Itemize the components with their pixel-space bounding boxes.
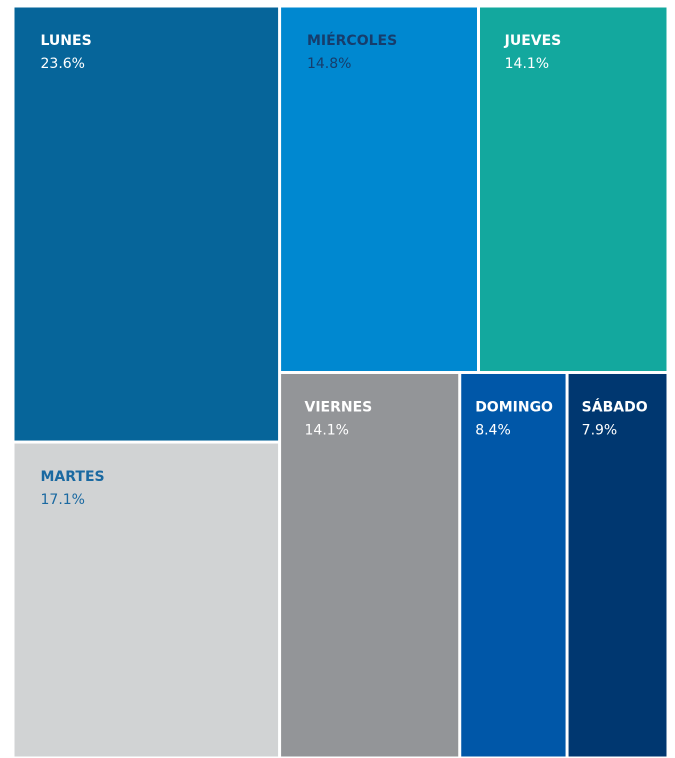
tile-value: 14.8% bbox=[307, 56, 351, 72]
tile bbox=[461, 373, 566, 757]
tile bbox=[14, 443, 279, 757]
tile-value: 14.1% bbox=[305, 422, 349, 438]
tile-label: DOMINGO bbox=[475, 399, 553, 415]
tile-label: MARTES bbox=[41, 469, 105, 485]
tile-value: 23.6% bbox=[41, 56, 85, 72]
tile-label: VIERNES bbox=[305, 399, 373, 415]
tile-label: MIÉRCOLES bbox=[307, 32, 397, 49]
tile-value: 14.1% bbox=[505, 56, 549, 72]
tile bbox=[568, 373, 667, 757]
tile bbox=[14, 7, 279, 441]
tile bbox=[281, 7, 477, 371]
tile-value: 8.4% bbox=[475, 422, 511, 438]
tile bbox=[479, 7, 667, 371]
tile-value: 7.9% bbox=[582, 422, 618, 438]
tile-label: SÁBADO bbox=[582, 398, 648, 415]
tile-value: 17.1% bbox=[41, 492, 85, 508]
tile-label: LUNES bbox=[41, 33, 92, 49]
tile-label: JUEVES bbox=[504, 33, 562, 49]
tile bbox=[281, 373, 459, 757]
